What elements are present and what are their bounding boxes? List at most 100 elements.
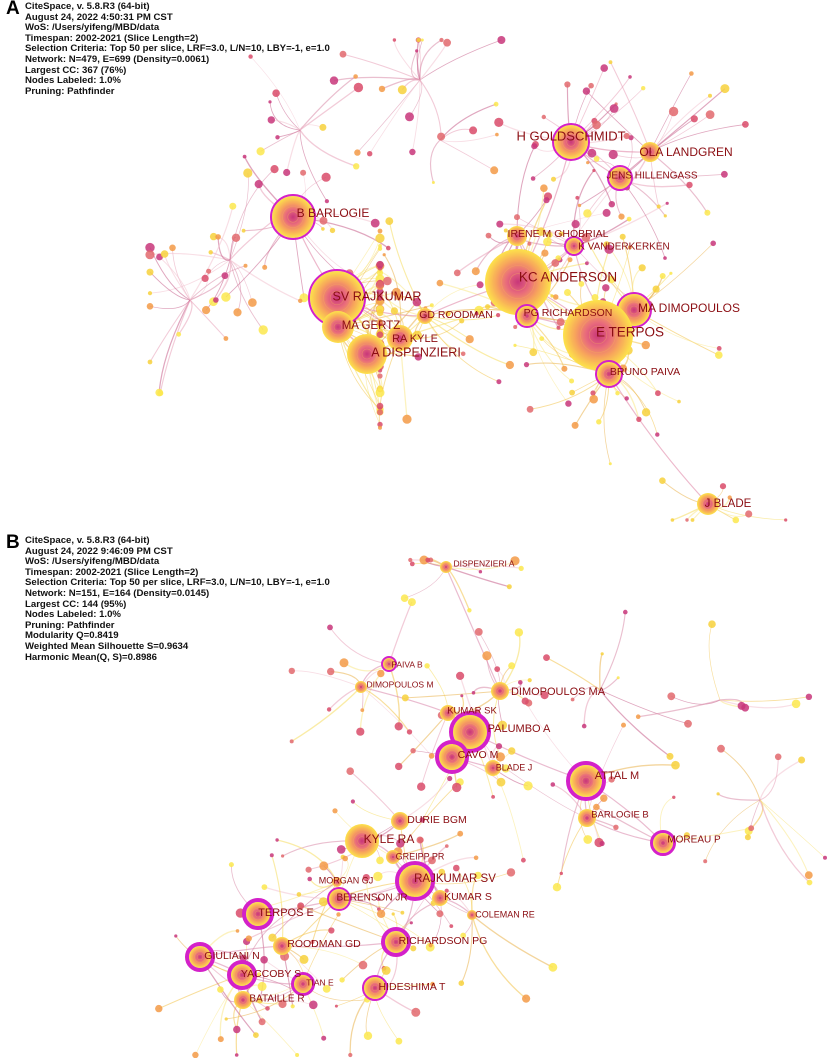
node-label: H GOLDSCHMIDT: [516, 128, 625, 143]
edge: [292, 671, 361, 687]
node-label: ATTAL M: [595, 770, 639, 782]
minor-node: [625, 396, 629, 400]
edge: [261, 130, 300, 151]
edge: [638, 700, 720, 717]
minor-node: [715, 351, 723, 359]
minor-node: [514, 214, 520, 220]
minor-node: [806, 694, 812, 700]
minor-node: [738, 702, 746, 710]
minor-node: [469, 126, 477, 134]
minor-node: [325, 199, 329, 203]
minor-node: [430, 303, 434, 307]
minor-node: [268, 116, 275, 123]
edge: [389, 602, 412, 664]
minor-node: [401, 594, 409, 602]
minor-node: [496, 379, 501, 384]
minor-node: [792, 700, 801, 709]
minor-node: [283, 169, 290, 176]
minor-node: [386, 246, 391, 251]
minor-node: [539, 336, 544, 341]
minor-node: [307, 877, 312, 882]
minor-node: [259, 1018, 266, 1025]
minor-node: [524, 781, 533, 790]
minor-node: [733, 517, 740, 524]
minor-node: [745, 834, 751, 840]
minor-node: [377, 281, 384, 288]
minor-node: [669, 107, 678, 116]
minor-node: [642, 408, 650, 416]
minor-node: [590, 390, 595, 395]
minor-node: [275, 838, 278, 841]
minor-node: [300, 955, 309, 964]
node-label: KUMAR S: [444, 891, 492, 903]
minor-node: [410, 921, 413, 924]
minor-node: [592, 294, 599, 301]
minor-node: [474, 856, 479, 861]
minor-node: [495, 133, 499, 137]
minor-node: [569, 390, 575, 396]
minor-node: [628, 75, 632, 79]
minor-node: [340, 658, 349, 667]
minor-node: [490, 166, 498, 174]
edge: [650, 152, 707, 213]
minor-node: [663, 256, 667, 260]
minor-node: [710, 241, 716, 247]
minor-node: [319, 861, 328, 870]
node-label: ROODMAN GD: [287, 938, 361, 950]
node-label: JENS HILLENGASS: [606, 171, 697, 182]
edge: [600, 654, 602, 690]
node-label: DURIE BGM: [407, 814, 467, 826]
minor-node: [297, 892, 302, 897]
edge: [179, 300, 192, 334]
minor-node: [685, 518, 688, 521]
minor-node: [410, 748, 415, 753]
minor-node: [174, 934, 177, 937]
minor-node: [421, 39, 424, 42]
node-label: MOREAU P: [667, 835, 721, 846]
minor-node: [524, 362, 529, 367]
minor-node: [262, 884, 268, 890]
minor-node: [531, 143, 537, 149]
minor-node: [275, 135, 279, 139]
minor-node: [340, 51, 347, 58]
minor-node: [243, 155, 247, 159]
minor-node: [259, 325, 268, 334]
minor-node: [620, 234, 626, 240]
minor-node: [691, 115, 698, 122]
minor-node: [717, 745, 725, 753]
minor-node: [572, 422, 579, 429]
minor-node: [364, 1032, 372, 1040]
minor-node: [689, 71, 694, 76]
minor-node: [257, 147, 265, 155]
node-label: BERENSON JR: [336, 893, 407, 904]
minor-node: [571, 698, 575, 702]
minor-node: [671, 518, 675, 522]
minor-node: [327, 707, 331, 711]
minor-node: [148, 360, 153, 365]
minor-node: [569, 379, 574, 384]
minor-node: [553, 883, 561, 891]
minor-node: [145, 250, 154, 259]
minor-node: [600, 795, 607, 802]
minor-node: [246, 935, 252, 941]
node-label: RAJKUMAR SV: [414, 873, 496, 885]
minor-node: [236, 929, 240, 933]
minor-node: [378, 247, 382, 251]
minor-node: [155, 1005, 162, 1012]
minor-node: [672, 796, 675, 799]
minor-node: [703, 859, 707, 863]
minor-node: [281, 854, 284, 857]
minor-node: [600, 64, 608, 72]
minor-node: [655, 432, 659, 436]
node-label: PAIVA B: [391, 659, 423, 669]
minor-node: [557, 318, 565, 326]
minor-node: [494, 666, 500, 672]
edge: [243, 1000, 297, 1055]
minor-node: [560, 872, 563, 875]
minor-node: [745, 510, 752, 517]
minor-node: [377, 331, 384, 338]
node-label: GD ROODMAN: [419, 309, 493, 321]
minor-node: [377, 385, 383, 391]
minor-node: [617, 676, 620, 679]
minor-node: [306, 867, 312, 873]
